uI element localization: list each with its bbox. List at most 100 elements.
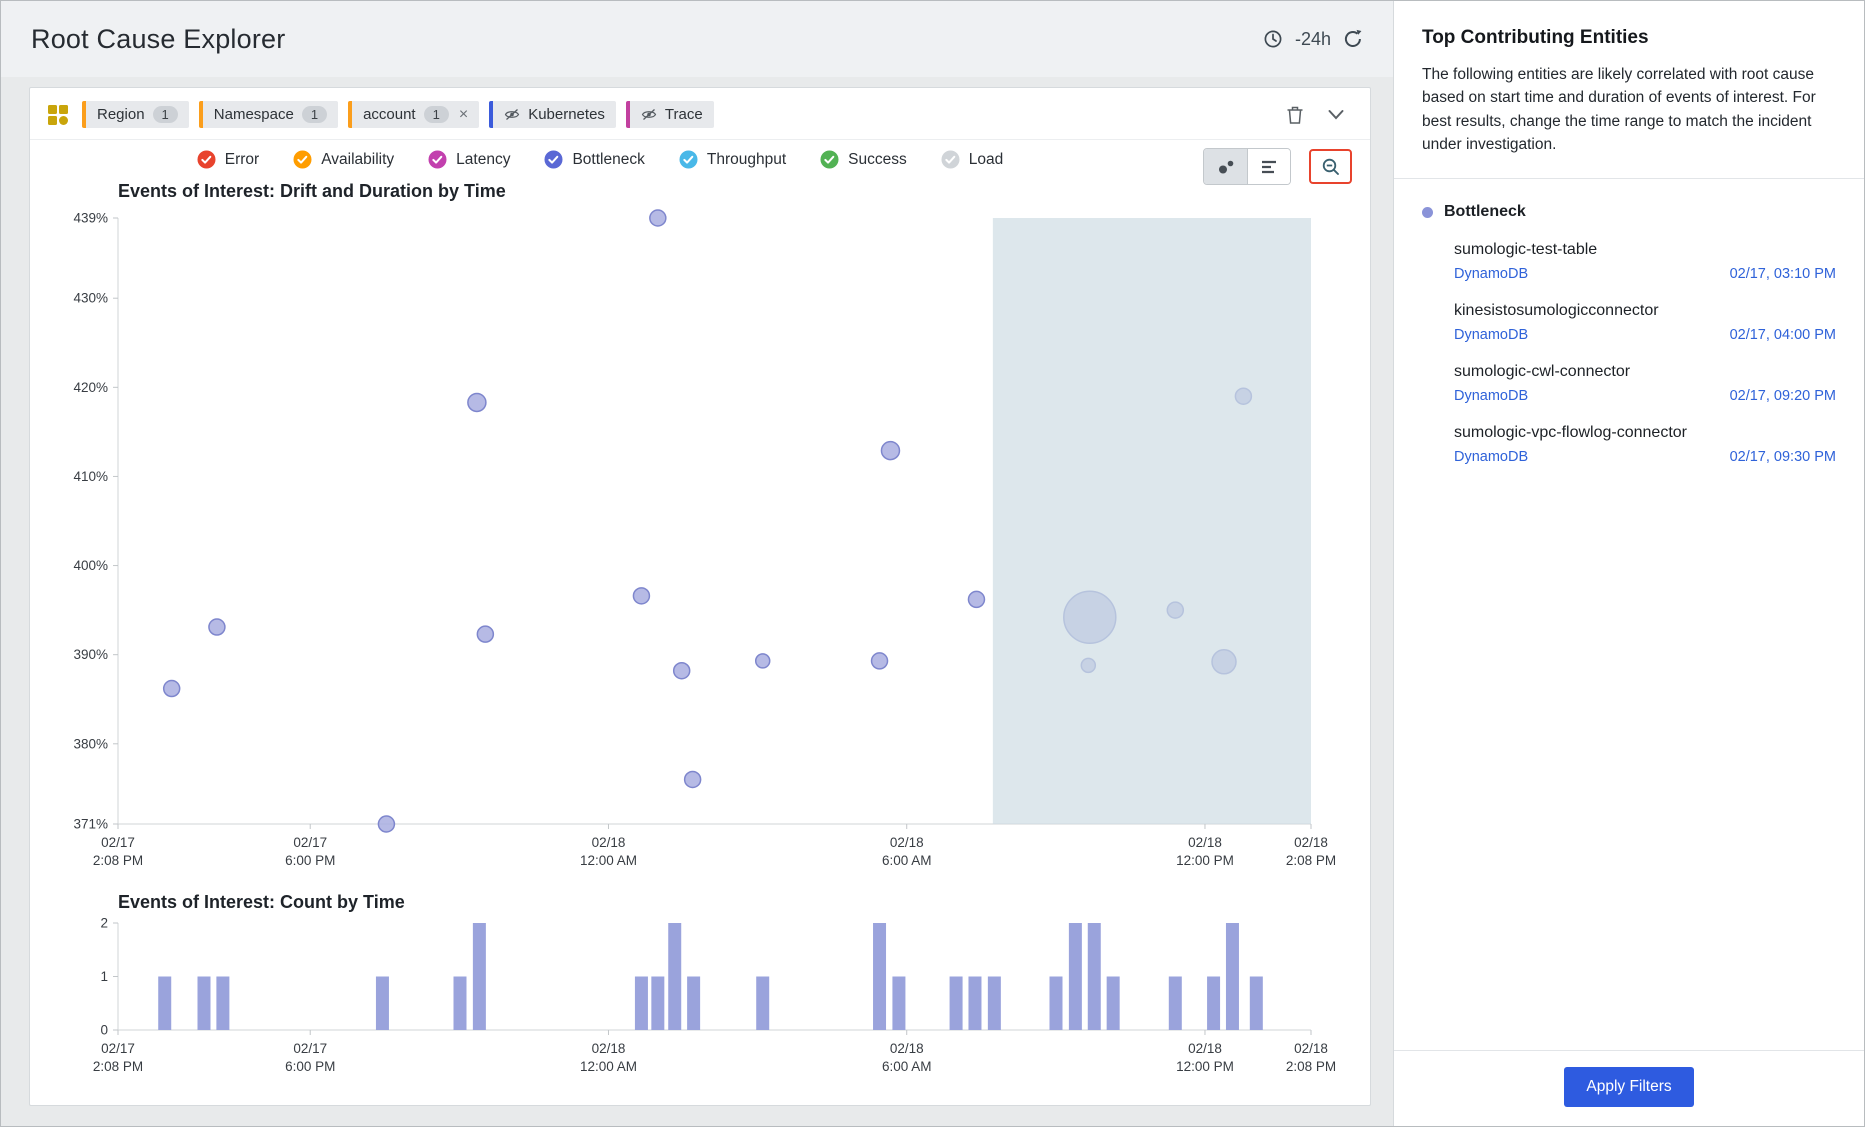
count-bar xyxy=(1068,923,1082,1030)
entity-source: DynamoDB xyxy=(1454,388,1529,404)
legend-item-availability[interactable]: Availability xyxy=(293,150,394,169)
legend-item-load[interactable]: Load xyxy=(941,150,1003,169)
entity-name[interactable]: sumologic-test-table xyxy=(1454,241,1598,258)
axis-tick-label: 02/18 xyxy=(890,835,924,850)
axis-tick-label: 2:08 PM xyxy=(1286,1059,1336,1074)
entity-item[interactable]: sumologic-test-table DynamoDB 02/17, 03:10… xyxy=(1454,241,1836,282)
legend-item-latency[interactable]: Latency xyxy=(428,150,510,169)
count-bar xyxy=(375,976,389,1030)
entity-name[interactable]: sumologic-cwl-connector xyxy=(1454,363,1631,380)
axis-tick-label: 02/17 xyxy=(101,1041,135,1056)
axis-tick-label: 02/18 xyxy=(1294,835,1328,850)
scatter-chart[interactable]: 439% 430% 420% 410% 400% 390% 380% 371% 02/17 2:0… xyxy=(36,204,1366,890)
count-bar xyxy=(1049,976,1063,1030)
axis-tick-label: 0 xyxy=(100,1023,108,1038)
apply-filters-button[interactable]: Apply Filters xyxy=(1564,1067,1694,1107)
legend-item-bottleneck[interactable]: Bottleneck xyxy=(544,150,645,169)
count-bar xyxy=(873,923,887,1030)
header: Root Cause Explorer -24h xyxy=(1,1,1393,77)
filter-chip-region[interactable]: Region 1 xyxy=(82,101,189,128)
legend-item-success[interactable]: Success xyxy=(820,150,907,169)
clock-icon xyxy=(1263,29,1283,49)
filter-chip-namespace[interactable]: Namespace 1 xyxy=(198,101,339,128)
count-bar xyxy=(1207,976,1221,1030)
count-bar xyxy=(968,976,982,1030)
chip-label: account xyxy=(363,106,416,123)
view-controls xyxy=(1203,148,1352,185)
entity-name[interactable]: sumologic-vpc-flowlog-connector xyxy=(1454,424,1687,441)
sidebar-description: The following entities are likely correl… xyxy=(1422,66,1816,153)
check-circle-icon xyxy=(428,150,447,169)
scatter-point[interactable] xyxy=(377,815,396,833)
axis-tick-label: 02/18 xyxy=(592,1041,626,1056)
axis-tick-label: 02/17 xyxy=(101,835,135,850)
scatter-point[interactable] xyxy=(754,653,771,669)
count-bar xyxy=(197,976,211,1030)
count-bar xyxy=(1106,976,1120,1030)
axis-tick-label: 02/17 xyxy=(293,835,327,850)
view-toggle-group xyxy=(1203,148,1291,185)
axis-tick-label: 1 xyxy=(100,969,108,984)
zoom-out-button[interactable] xyxy=(1309,149,1352,184)
bar-chart: 2 1 0 02/17 2:08 PM 02/17 6:00 PM 02/18 12:00 AM… xyxy=(93,916,1336,1075)
scatter-point[interactable] xyxy=(672,661,691,680)
scatter-chart-title: Events of Interest: Drift and Duration b… xyxy=(118,181,506,201)
axis-tick-label: 2 xyxy=(100,916,108,931)
time-range-control[interactable]: -24h xyxy=(1263,29,1363,50)
sidebar-body: Top Contributing Entities The following … xyxy=(1394,1,1864,1050)
legend-label: Error xyxy=(224,150,260,168)
scatter-point[interactable] xyxy=(870,652,889,670)
list-view-icon xyxy=(1262,160,1276,173)
page-title: Root Cause Explorer xyxy=(31,23,286,54)
filter-chip-account[interactable]: account 1 × xyxy=(348,101,480,128)
axis-tick-label: 6:00 PM xyxy=(285,1059,335,1074)
scatter-point[interactable] xyxy=(476,625,495,643)
filter-chip-kubernetes[interactable]: Kubernetes xyxy=(489,101,616,128)
bar-chart-title: Events of Interest: Count by Time xyxy=(118,892,405,912)
entity-source: DynamoDB xyxy=(1454,449,1529,465)
axis-tick-label: 02/18 xyxy=(592,835,626,850)
axis-tick-label: 439% xyxy=(73,211,108,226)
chevron-down-icon[interactable] xyxy=(1328,109,1344,120)
scatter-point[interactable] xyxy=(208,618,226,636)
count-bar xyxy=(687,976,701,1030)
chip-label: Region xyxy=(97,106,145,123)
time-selection-region[interactable] xyxy=(992,218,1311,824)
eye-off-icon[interactable] xyxy=(641,108,657,121)
axis-tick-label: 02/18 xyxy=(890,1041,924,1056)
scatter-point[interactable] xyxy=(162,679,181,698)
bottleneck-dot-icon xyxy=(1422,206,1433,218)
count-bar xyxy=(987,976,1001,1030)
scatter-point[interactable] xyxy=(880,440,901,461)
legend: Error Availability Latency Bottleneck Throug… xyxy=(197,150,1003,169)
legend-item-throughput[interactable]: Throughput xyxy=(679,150,786,169)
axis-tick-label: 410% xyxy=(73,469,108,484)
entity-time: 02/17, 03:10 PM xyxy=(1729,266,1836,282)
chip-count-badge: 1 xyxy=(301,106,328,123)
entity-item[interactable]: kinesistosumologicconnector DynamoDB 02/17… xyxy=(1454,302,1836,343)
entity-list: sumologic-test-table DynamoDB 02/17, 03:10… xyxy=(1422,241,1836,465)
axis-tick-label: 12:00 AM xyxy=(580,853,637,868)
list-view-button[interactable] xyxy=(1247,149,1290,184)
eye-off-icon[interactable] xyxy=(504,108,520,121)
trash-icon[interactable] xyxy=(1286,105,1304,125)
entity-item[interactable]: sumologic-cwl-connector DynamoDB 02/17, 09… xyxy=(1454,363,1836,404)
chip-close-icon[interactable]: × xyxy=(458,105,469,123)
scatter-point[interactable] xyxy=(683,770,702,789)
entity-time: 02/17, 09:30 PM xyxy=(1729,449,1836,465)
filter-chip-trace[interactable]: Trace xyxy=(625,101,714,128)
entity-item[interactable]: sumologic-vpc-flowlog-connector DynamoDB 0… xyxy=(1454,424,1836,465)
scatter-point[interactable] xyxy=(467,392,487,413)
refresh-icon[interactable] xyxy=(1343,29,1363,49)
entity-dashboard-icon[interactable] xyxy=(46,103,70,127)
scatter-view-icon xyxy=(1218,160,1233,173)
count-bar xyxy=(1087,923,1101,1030)
scatter-point[interactable] xyxy=(632,587,651,605)
scatter-point[interactable] xyxy=(967,590,986,609)
scatter-point[interactable] xyxy=(649,209,667,227)
legend-item-error[interactable]: Error xyxy=(197,150,259,169)
count-bar xyxy=(756,976,770,1030)
scatter-view-button[interactable] xyxy=(1204,149,1247,184)
entity-name[interactable]: kinesistosumologicconnector xyxy=(1454,302,1659,319)
